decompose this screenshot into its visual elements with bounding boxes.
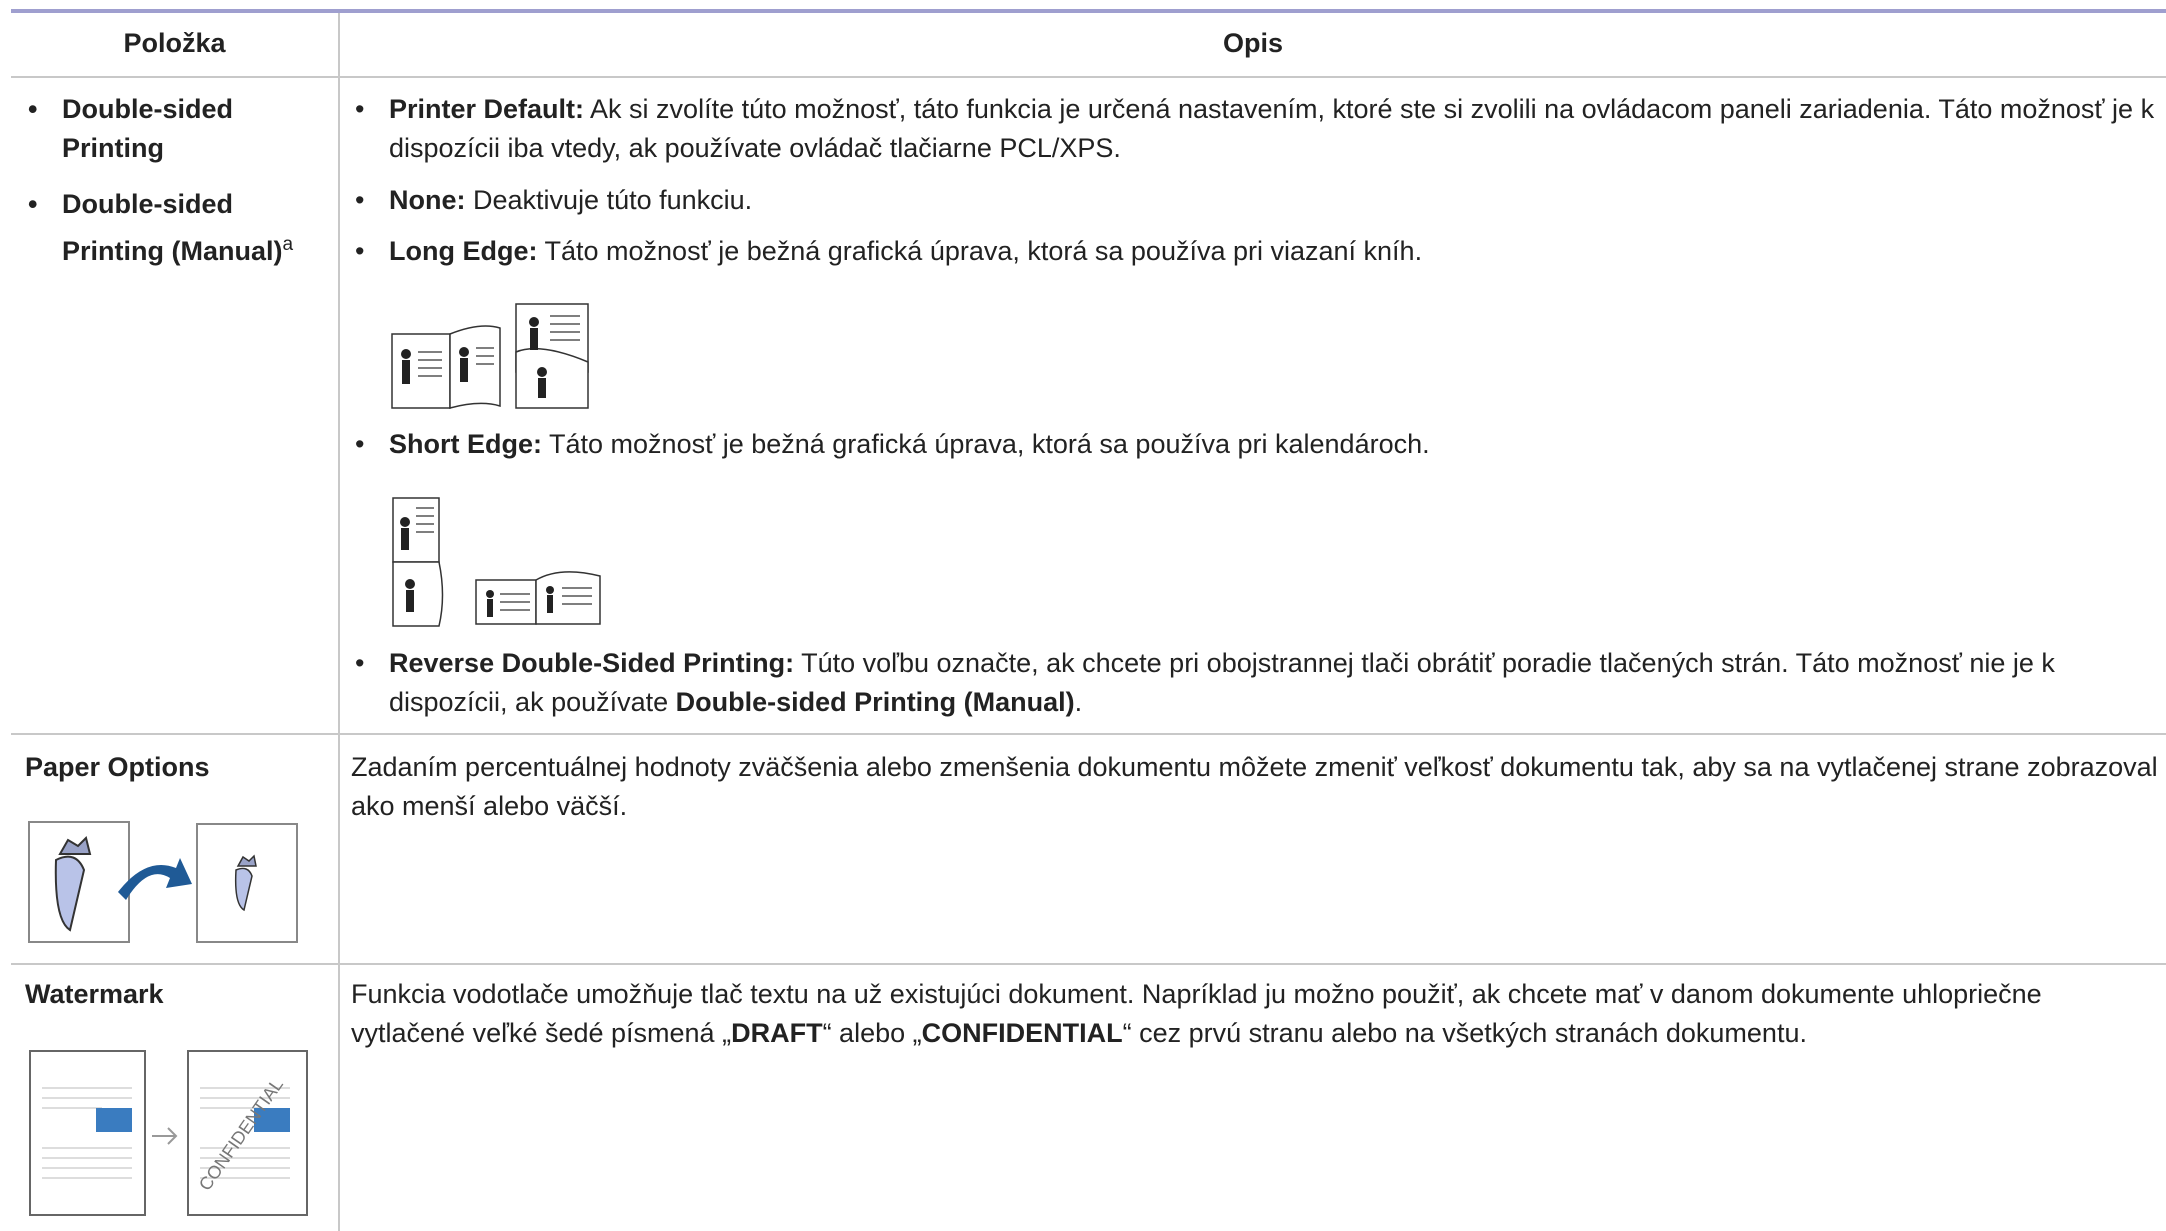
description-item: Long Edge: Táto možnosť je bežná grafick… bbox=[355, 232, 2160, 271]
row-border bbox=[11, 963, 2166, 965]
text: Táto možnosť je bežná grafická úprava, k… bbox=[549, 429, 1430, 459]
term: CONFIDENTIAL bbox=[921, 1018, 1123, 1048]
text: Táto možnosť je bežná grafická úprava, k… bbox=[544, 236, 1423, 266]
row-border bbox=[11, 733, 2166, 735]
term: Long Edge: bbox=[389, 236, 538, 266]
item-label-text: Double-sided Printing (Manual) bbox=[62, 189, 283, 266]
table-top-border bbox=[11, 9, 2166, 13]
footnote-mark: a bbox=[282, 234, 294, 255]
text: Deaktivuje túto funkciu. bbox=[473, 185, 753, 215]
description-item: None: Deaktivuje túto funkciu. bbox=[355, 181, 2160, 220]
long-edge-icon bbox=[391, 303, 589, 409]
header-cell: Opis bbox=[1222, 28, 1283, 58]
text: “ cez prvú stranu alebo na všetkých stra… bbox=[1122, 1018, 1807, 1048]
text: “ alebo „ bbox=[822, 1018, 922, 1048]
item-label: Double-sided Printing bbox=[28, 90, 332, 168]
term: Double-sided Printing (Manual) bbox=[675, 687, 1075, 717]
term: Printer Default: bbox=[389, 94, 585, 124]
item-label: Paper Options bbox=[25, 752, 210, 782]
row-border bbox=[11, 76, 2166, 78]
watermark-icon: CONFIDENTIAL bbox=[29, 1050, 308, 1216]
term: DRAFT bbox=[731, 1018, 823, 1048]
text: Ak si zvolíte túto možnosť, táto funkcia… bbox=[389, 94, 2155, 163]
text: Funkcia vodotlače umožňuje tlač textu na… bbox=[351, 979, 2042, 1048]
text: Túto voľbu označte, ak chcete pri obojst… bbox=[389, 648, 2055, 717]
term: None: bbox=[389, 185, 466, 215]
term: Short Edge: bbox=[389, 429, 542, 459]
paper-options-icon bbox=[28, 821, 298, 943]
item-label: Watermark bbox=[25, 979, 164, 1009]
text: . bbox=[1074, 687, 1083, 717]
column-border bbox=[338, 13, 340, 1231]
description-text: Funkcia vodotlače umožňuje tlač textu na… bbox=[351, 975, 2160, 1053]
description-item: Reverse Double-Sided Printing: Túto voľb… bbox=[355, 644, 2160, 722]
description-item: Printer Default: Ak si zvolíte túto možn… bbox=[355, 90, 2160, 168]
term: Reverse Double-Sided Printing: bbox=[389, 648, 795, 678]
item-label: Double-sided Printing (Manual)a bbox=[28, 181, 337, 275]
short-edge-icon bbox=[392, 497, 601, 627]
description-text: Zadaním percentuálnej hodnoty zväčšenia … bbox=[351, 752, 2158, 821]
description-item: Short Edge: Táto možnosť je bežná grafic… bbox=[355, 425, 2160, 464]
header-cell: Položka bbox=[123, 28, 226, 58]
